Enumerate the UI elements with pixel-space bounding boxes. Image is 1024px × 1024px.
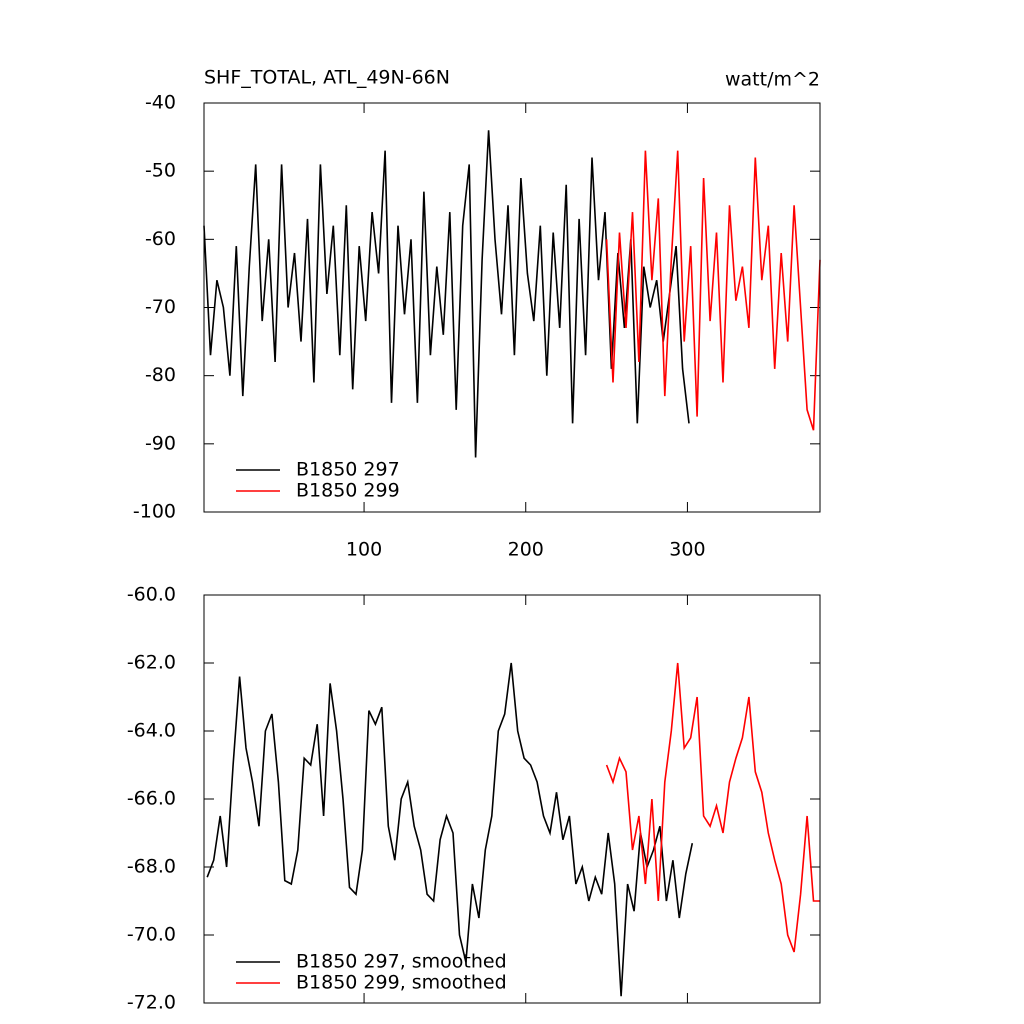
legend-label: B1850 297: [296, 459, 400, 481]
data-line: [605, 662, 820, 953]
y-tick-label: -70.0: [127, 924, 176, 946]
y-tick-label: -70: [145, 296, 176, 318]
units-label: watt/m^2: [725, 69, 820, 91]
y-tick-label: -60.0: [127, 584, 176, 606]
y-tick-label: -68.0: [127, 856, 176, 878]
data-line: [605, 150, 821, 431]
y-tick-label: -64.0: [127, 720, 176, 742]
legend-label: B1850 299, smoothed: [296, 972, 507, 994]
y-tick-label: -80: [145, 364, 176, 386]
x-tick-label: 300: [669, 539, 705, 561]
x-tick-label: 200: [508, 539, 544, 561]
y-tick-label: -66.0: [127, 788, 176, 810]
chart-title: SHF_TOTAL, ATL_49N-66N: [204, 67, 450, 89]
legend-label: B1850 299: [296, 480, 400, 502]
plot-frame: [203, 102, 821, 513]
data-line: [206, 662, 694, 997]
y-tick-label: -40: [145, 92, 176, 114]
y-tick-label: -72.0: [127, 992, 176, 1014]
x-tick-label: 100: [346, 539, 382, 561]
legend-label: B1850 297, smoothed: [296, 951, 507, 973]
plot-frame: [203, 594, 821, 1004]
y-tick-label: -50: [145, 160, 176, 182]
y-tick-label: -100: [133, 501, 176, 523]
y-tick-label: -90: [145, 432, 176, 454]
y-tick-label: -60: [145, 228, 176, 250]
y-tick-label: -62.0: [127, 652, 176, 674]
